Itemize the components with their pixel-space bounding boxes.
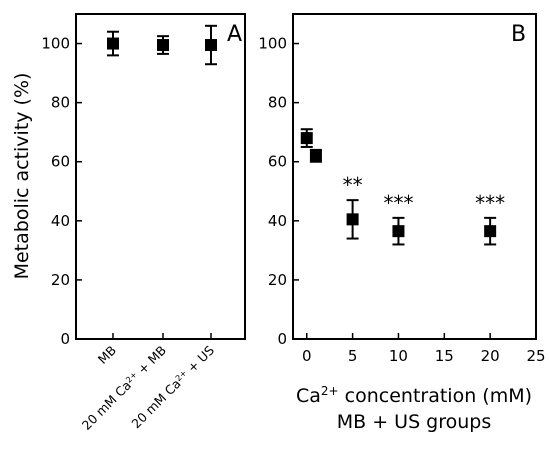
panel-a-data-point [205,24,217,66]
panel-b-frame [292,13,537,340]
panel-a-marker [157,39,169,52]
panel-b-data-point: *** [383,191,413,246]
panel-a-category-label: MB [95,343,119,367]
panel-b-x-axis: 0 5 10 15 20 25 [302,333,546,365]
panel-b-x-axis-title-main: Ca [296,385,321,407]
panel-b-x-tick-label: 10 [389,347,408,365]
panel-a-y-tick-label: 20 [51,271,70,289]
panel-b-data: ***** *** [300,128,505,246]
panel-b-x-tick-label: 0 [302,347,312,365]
panel-b-significance-label: *** [383,191,413,215]
panel-b-significance-label: *** [475,191,505,215]
panel-b-marker [300,132,313,145]
panel-a-category-label-main: 20 mM Ca [128,376,183,431]
panel-a-data-point [157,35,169,55]
panel-a-y-tick-label: 0 [60,330,70,348]
panel-b-data-point: ** [343,173,363,240]
panel-b-letter: B [511,22,526,47]
panel-b-x-axis-title: Ca2+ concentration (mM) [296,384,532,407]
panel-b-y-tick-label: 100 [258,35,287,53]
panel-a-y-tick-label: 100 [41,35,70,53]
panel-b-marker [484,225,497,238]
panel-b-marker [346,213,359,226]
panel-a-category-label-tail: + MB [132,343,169,380]
panel-b-y-tick-label: 20 [268,271,287,289]
panel-b-x-tick-label: 20 [481,347,500,365]
panel-b-x-axis-title-line2: MB + US groups [337,411,492,433]
panel-a-category-label-tail: + US [181,342,217,378]
panel-b-x-tick-label: 5 [348,347,358,365]
panel-a-y-tick-label: 40 [51,212,70,230]
panel-b-y-tick-label: 80 [268,94,287,112]
panel-a-category-label: 20 mM Ca2+ + US [128,342,217,431]
panel-b-x-tick-label: 15 [435,347,454,365]
panel-a-data [107,24,217,66]
panel-a-y-tick-label: 80 [51,94,70,112]
panel-b-marker [309,149,322,162]
panel-b-x-axis-title-sup: 2+ [321,384,339,398]
panel-a-letter: A [227,22,242,47]
panel-b-y-tick-label: 40 [268,212,287,230]
panel-a-data-point [107,30,119,57]
panel-b-data-point: *** [475,191,505,246]
panel-a-y-axis-title: Metabolic activity (%) [11,73,33,280]
panel-b-y-tick-label: 60 [268,153,287,171]
panel-b-y-tick-label: 0 [277,330,287,348]
panel-a-marker [107,37,119,50]
panel-a-marker [205,39,217,52]
panel-a-y-tick-label: 60 [51,153,70,171]
panel-b-x-axis-title-tail: concentration (mM) [339,385,532,407]
panel-b-data-point [309,148,322,163]
panel-b-y-axis: 0 20 40 60 80 100 [258,35,299,348]
panel-b-x-tick-label: 25 [526,347,545,365]
panel-a-category-label-main: MB [95,343,119,367]
panel-a-y-axis: 0 20 40 60 80 100 [41,35,82,348]
panel-a-frame [75,13,246,340]
panel-b-data-point [300,128,313,148]
panel-a-category-label: 20 mM Ca2+ + MB [79,343,169,433]
panel-a-category-label-main: 20 mM Ca [79,378,134,433]
panel-b-significance-label: ** [343,173,363,197]
panel-b-marker [392,225,405,238]
